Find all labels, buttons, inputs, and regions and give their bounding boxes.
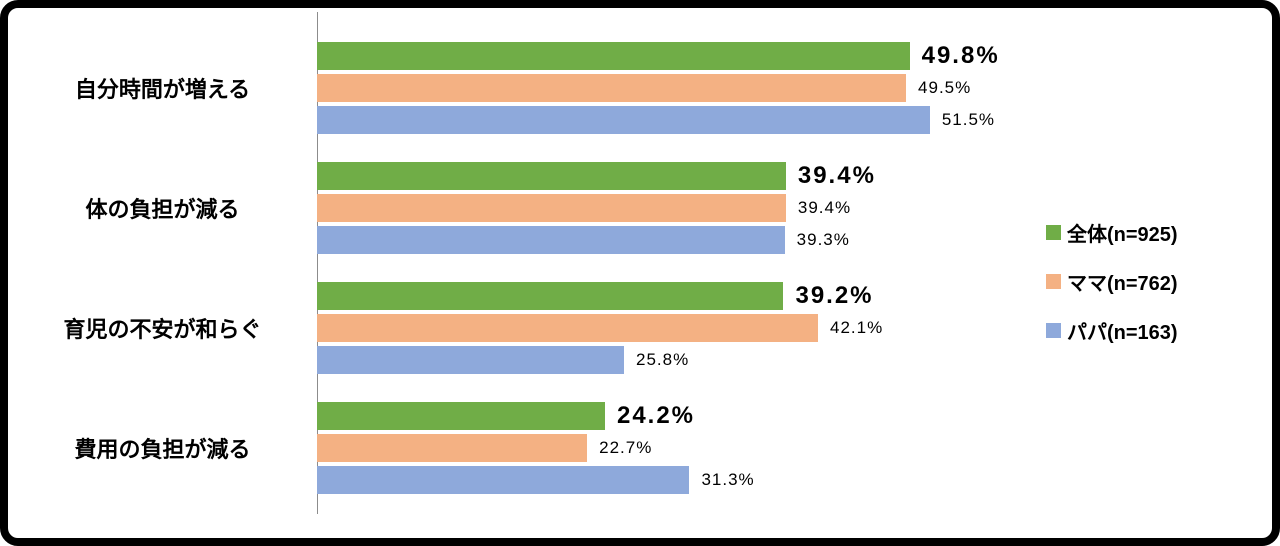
category-group: 費用の負担が減る 24.2% 22.7% 31.3% — [8, 402, 1272, 494]
bar-row: 22.7% — [317, 434, 755, 462]
bar-value-label: 39.3% — [796, 230, 850, 249]
bar-stack: 39.4% 39.4% 39.3% — [317, 162, 876, 254]
bar-groups: 自分時間が増える 49.8% 49.5% 51.5% 体の負担が減る 39.4% 39.4%… — [8, 42, 1272, 494]
y-axis-line — [317, 12, 318, 514]
bar — [317, 42, 910, 70]
bar-value-label: 49.5% — [918, 78, 972, 97]
bar-value-label: 51.5% — [941, 110, 996, 129]
bar — [317, 346, 625, 374]
legend-swatch — [1046, 225, 1061, 240]
bar-row: 42.1% — [317, 314, 883, 342]
bar — [317, 194, 786, 222]
bar-row: 31.3% — [317, 466, 755, 494]
bar-value-label: 22.7% — [599, 438, 653, 457]
bar-row: 39.4% — [317, 162, 876, 190]
bar-value-label: 39.4% — [797, 162, 876, 189]
bar-stack: 39.2% 42.1% 25.8% — [317, 282, 883, 374]
bar-row: 39.4% — [317, 194, 876, 222]
bar — [317, 282, 784, 310]
bar-row: 51.5% — [317, 106, 1000, 134]
bar-row: 49.5% — [317, 74, 1000, 102]
legend-swatch — [1046, 323, 1061, 338]
bar — [317, 434, 588, 462]
legend-swatch — [1046, 274, 1061, 289]
legend-item: パパ(n=163) — [1046, 316, 1178, 345]
bar — [317, 226, 785, 254]
bar-row: 49.8% — [317, 42, 1000, 70]
bar-value-label: 49.8% — [921, 42, 1000, 69]
bar-row: 39.3% — [317, 226, 876, 254]
legend-label: 全体(n=925) — [1067, 224, 1178, 246]
category-group: 体の負担が減る 39.4% 39.4% 39.3% — [8, 162, 1272, 254]
bar — [317, 314, 818, 342]
bar-value-label: 39.4% — [797, 198, 852, 217]
legend: 全体(n=925) ママ(n=762) パパ(n=163) — [1046, 218, 1178, 345]
category-group: 育児の不安が和らぐ 39.2% 42.1% 25.8% — [8, 282, 1272, 374]
bar-value-label: 39.2% — [795, 282, 874, 309]
legend-item: 全体(n=925) — [1046, 218, 1178, 247]
bar-row: 39.2% — [317, 282, 883, 310]
bar-value-label: 42.1% — [829, 318, 884, 337]
bar-value-label: 31.3% — [701, 470, 755, 489]
legend-label: ママ(n=762) — [1067, 273, 1178, 295]
category-group: 自分時間が増える 49.8% 49.5% 51.5% — [8, 42, 1272, 134]
bar — [317, 466, 690, 494]
category-label: 自分時間が増える — [74, 77, 251, 102]
bar-stack: 24.2% 22.7% 31.3% — [317, 402, 755, 494]
bar — [317, 402, 605, 430]
category-label: 費用の負担が減る — [74, 437, 251, 462]
category-label: 育児の不安が和らぐ — [63, 317, 262, 342]
bar-stack: 49.8% 49.5% 51.5% — [317, 42, 1000, 134]
legend-label: パパ(n=163) — [1067, 322, 1178, 344]
bar-row: 25.8% — [317, 346, 883, 374]
category-label: 体の負担が減る — [85, 197, 240, 222]
bar-value-label: 25.8% — [636, 350, 690, 369]
bar-row: 24.2% — [317, 402, 755, 430]
legend-item: ママ(n=762) — [1046, 267, 1178, 296]
bar-value-label: 24.2% — [616, 402, 696, 429]
bar — [317, 106, 930, 134]
bar — [317, 162, 786, 190]
bar — [317, 74, 907, 102]
